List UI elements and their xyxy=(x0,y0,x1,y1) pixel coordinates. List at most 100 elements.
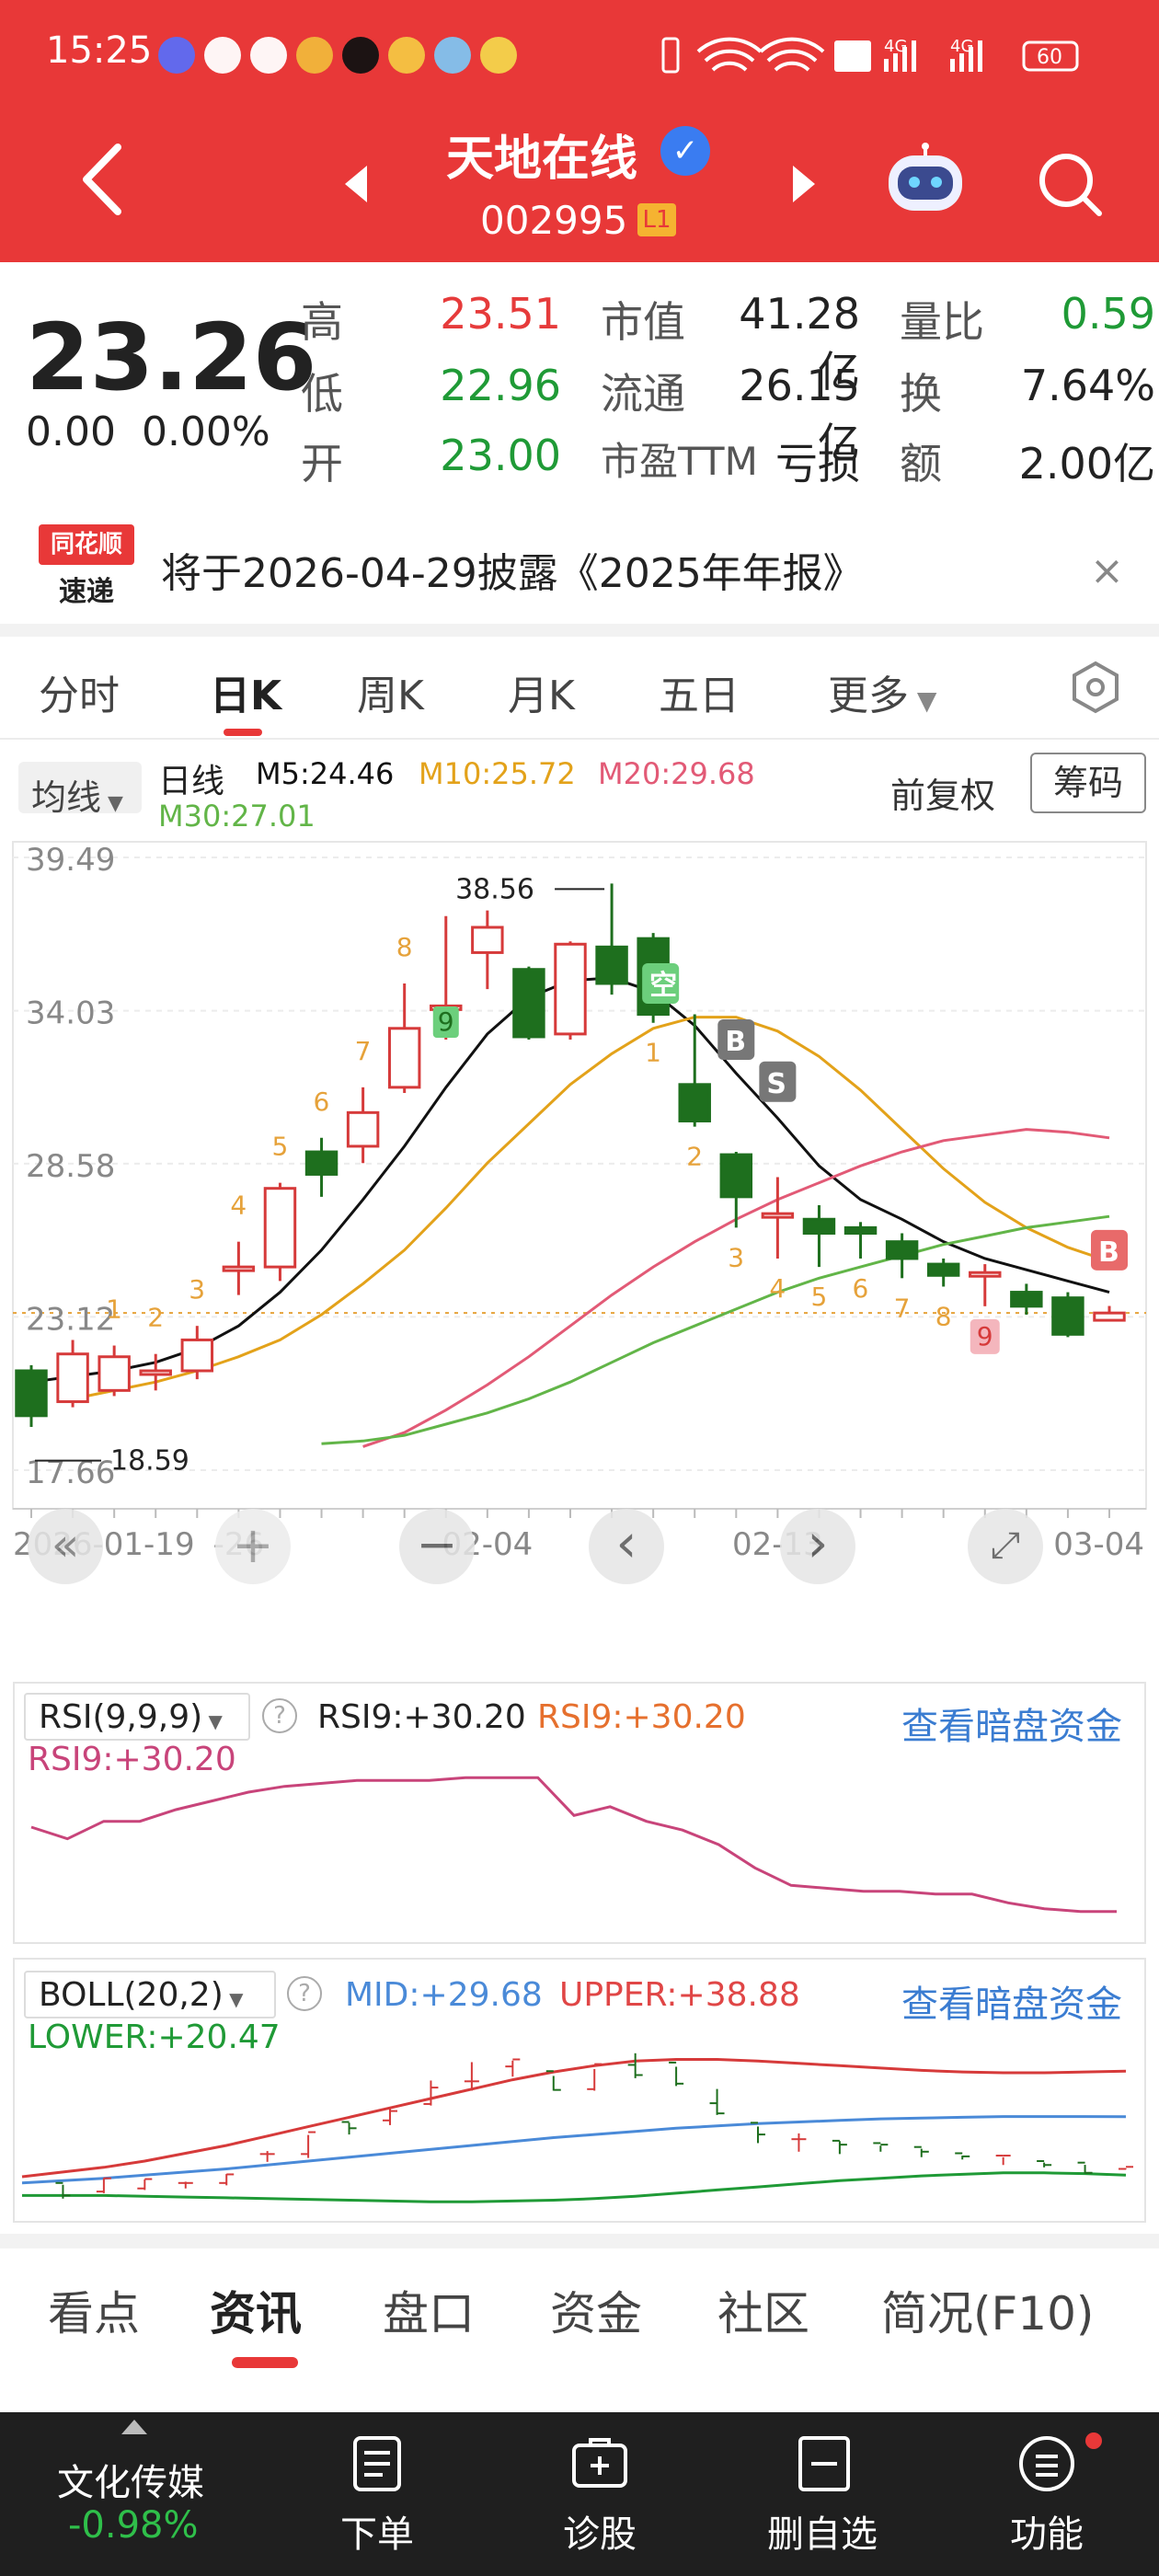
nine-turn-label: 4 xyxy=(769,1273,786,1304)
news-text[interactable]: 将于2026-04-29披露《2025年年报》 xyxy=(161,550,864,597)
tab-f10-profile[interactable]: 简况(F10) xyxy=(881,2287,1095,2340)
rewind-icon[interactable]: « xyxy=(28,1509,103,1584)
label-amount: 额 xyxy=(900,439,942,489)
close-icon[interactable]: × xyxy=(1090,547,1124,594)
signal-badge xyxy=(1091,1229,1128,1271)
nine-turn-label: 5 xyxy=(810,1282,827,1312)
diagnose-icon[interactable] xyxy=(570,2434,629,2493)
rsi-line xyxy=(30,1776,1117,1914)
candle-down xyxy=(926,1262,960,1277)
tab-weekly-k[interactable]: 周K xyxy=(357,673,424,719)
value-float-cap: 26.15亿 xyxy=(739,361,860,468)
candle-up xyxy=(1093,1311,1126,1322)
help-icon[interactable]: ? xyxy=(262,1698,297,1733)
chart-settings-icon[interactable] xyxy=(1069,661,1122,714)
app-notification-icon xyxy=(158,37,195,74)
ma-m20: M20:29.68 xyxy=(598,756,755,791)
price-change: 0.00 0.00% xyxy=(26,408,270,455)
nine-turn-label: 8 xyxy=(396,932,413,962)
nine-turn-label: 3 xyxy=(728,1242,744,1272)
candle-up xyxy=(98,1355,131,1392)
rsi-selector[interactable]: RSI(9,9,9) ▼ xyxy=(24,1693,250,1741)
candle-up xyxy=(554,942,587,1036)
signal-label: B xyxy=(1098,1236,1119,1269)
rsi-hidden-funds-link[interactable]: 查看暗盘资金 xyxy=(901,1706,1122,1748)
tab-community[interactable]: 社区 xyxy=(717,2287,809,2340)
value-low: 22.96 xyxy=(440,361,561,410)
value-amount: 2.00亿 xyxy=(1018,439,1155,489)
order-icon[interactable] xyxy=(348,2434,407,2493)
chevron-down-icon: ▼ xyxy=(223,1988,244,2010)
sector-name[interactable]: 文化传媒 xyxy=(57,2462,204,2504)
candle-down xyxy=(1010,1291,1043,1308)
tab-five-day[interactable]: 五日 xyxy=(659,673,740,719)
boll-mid: MID:+29.68 xyxy=(345,1976,543,2014)
nine-turn-label: 6 xyxy=(314,1087,330,1117)
value-high: 23.51 xyxy=(440,289,561,339)
tab-order-book[interactable]: 盘口 xyxy=(383,2287,475,2340)
remove-watchlist-icon[interactable] xyxy=(795,2434,854,2493)
candle-down xyxy=(15,1369,48,1418)
order-label[interactable]: 下单 xyxy=(340,2513,414,2556)
value-turnover: 7.64% xyxy=(1020,361,1155,410)
back-arrow-icon[interactable] xyxy=(74,138,129,221)
remove-watchlist-label[interactable]: 删自选 xyxy=(767,2513,878,2556)
boll-selector[interactable]: BOLL(20,2) ▼ xyxy=(24,1971,276,2018)
boll-chart xyxy=(21,2053,1133,2203)
y-tick-label: 39.49 xyxy=(26,842,115,879)
nine-turn-label: 7 xyxy=(355,1036,372,1066)
robot-assistant-icon[interactable] xyxy=(883,143,968,216)
next-stock-icon[interactable] xyxy=(793,166,815,202)
tab-highlights[interactable]: 看点 xyxy=(48,2287,140,2340)
rsi-panel xyxy=(13,1682,1146,1944)
ma-m5: M5:24.46 xyxy=(256,756,395,791)
tab-monthly-k[interactable]: 月K xyxy=(508,673,575,719)
boll-panel xyxy=(13,1958,1146,2223)
value-pe-ttm: 亏损 xyxy=(775,439,860,489)
rsi-title: RSI(9,9,9) xyxy=(39,1698,203,1736)
scroll-left-icon[interactable]: ‹ xyxy=(589,1509,664,1584)
zoom-out-icon[interactable]: − xyxy=(399,1509,475,1584)
nine-turn-label: 5 xyxy=(271,1132,288,1162)
function-label[interactable]: 功能 xyxy=(1010,2513,1084,2556)
boll-hidden-funds-link[interactable]: 查看暗盘资金 xyxy=(901,1984,1122,2026)
help-icon[interactable]: ? xyxy=(287,1976,322,2011)
tab-intraday[interactable]: 分时 xyxy=(39,673,120,719)
scroll-right-icon[interactable]: › xyxy=(780,1509,855,1584)
signal-badge xyxy=(759,1061,797,1102)
candle-up xyxy=(387,1027,421,1089)
chevron-down-icon: ▼ xyxy=(101,792,123,815)
tab-news[interactable]: 资讯 xyxy=(210,2287,302,2340)
value-open: 23.00 xyxy=(440,431,561,480)
ma-line-m30 xyxy=(321,1214,1110,1445)
status-time: 15:25 xyxy=(46,29,153,72)
ma-dropdown[interactable]: 均线 ▼ xyxy=(18,762,142,818)
adjust-mode[interactable]: 前复权 xyxy=(890,776,996,816)
diagnose-label[interactable]: 诊股 xyxy=(563,2513,637,2556)
mascot-icon xyxy=(296,37,333,74)
news-logo-top: 同花顺 xyxy=(39,524,134,565)
expand-up-icon[interactable] xyxy=(121,2420,147,2434)
tab-daily-k[interactable]: 日K xyxy=(210,673,282,719)
prev-stock-icon[interactable] xyxy=(345,166,367,202)
tab-indicator xyxy=(224,729,262,736)
weibo-icon xyxy=(204,37,241,74)
chips-button[interactable]: 筹码 xyxy=(1030,753,1146,813)
fullscreen-icon[interactable]: ⤢ xyxy=(968,1509,1043,1584)
boll-lower-line xyxy=(22,2171,1127,2203)
level-badge: L1 xyxy=(637,203,676,236)
tab-more-label: 更多 xyxy=(828,673,909,719)
tab-more[interactable]: 更多 ▼ xyxy=(828,662,936,721)
zoom-in-icon[interactable]: + xyxy=(215,1509,291,1584)
y-tick-label: 23.12 xyxy=(26,1301,115,1338)
ma-line-m10 xyxy=(72,1016,1110,1400)
candle-up xyxy=(222,1265,256,1272)
boll-upper: UPPER:+38.88 xyxy=(559,1976,800,2014)
menu-icon[interactable] xyxy=(1017,2434,1076,2493)
play-icon xyxy=(480,37,517,74)
chart-frame xyxy=(12,841,1147,1510)
search-icon[interactable] xyxy=(1035,149,1105,219)
value-volume-ratio: 0.59 xyxy=(1061,289,1155,339)
tab-funds[interactable]: 资金 xyxy=(550,2287,642,2340)
